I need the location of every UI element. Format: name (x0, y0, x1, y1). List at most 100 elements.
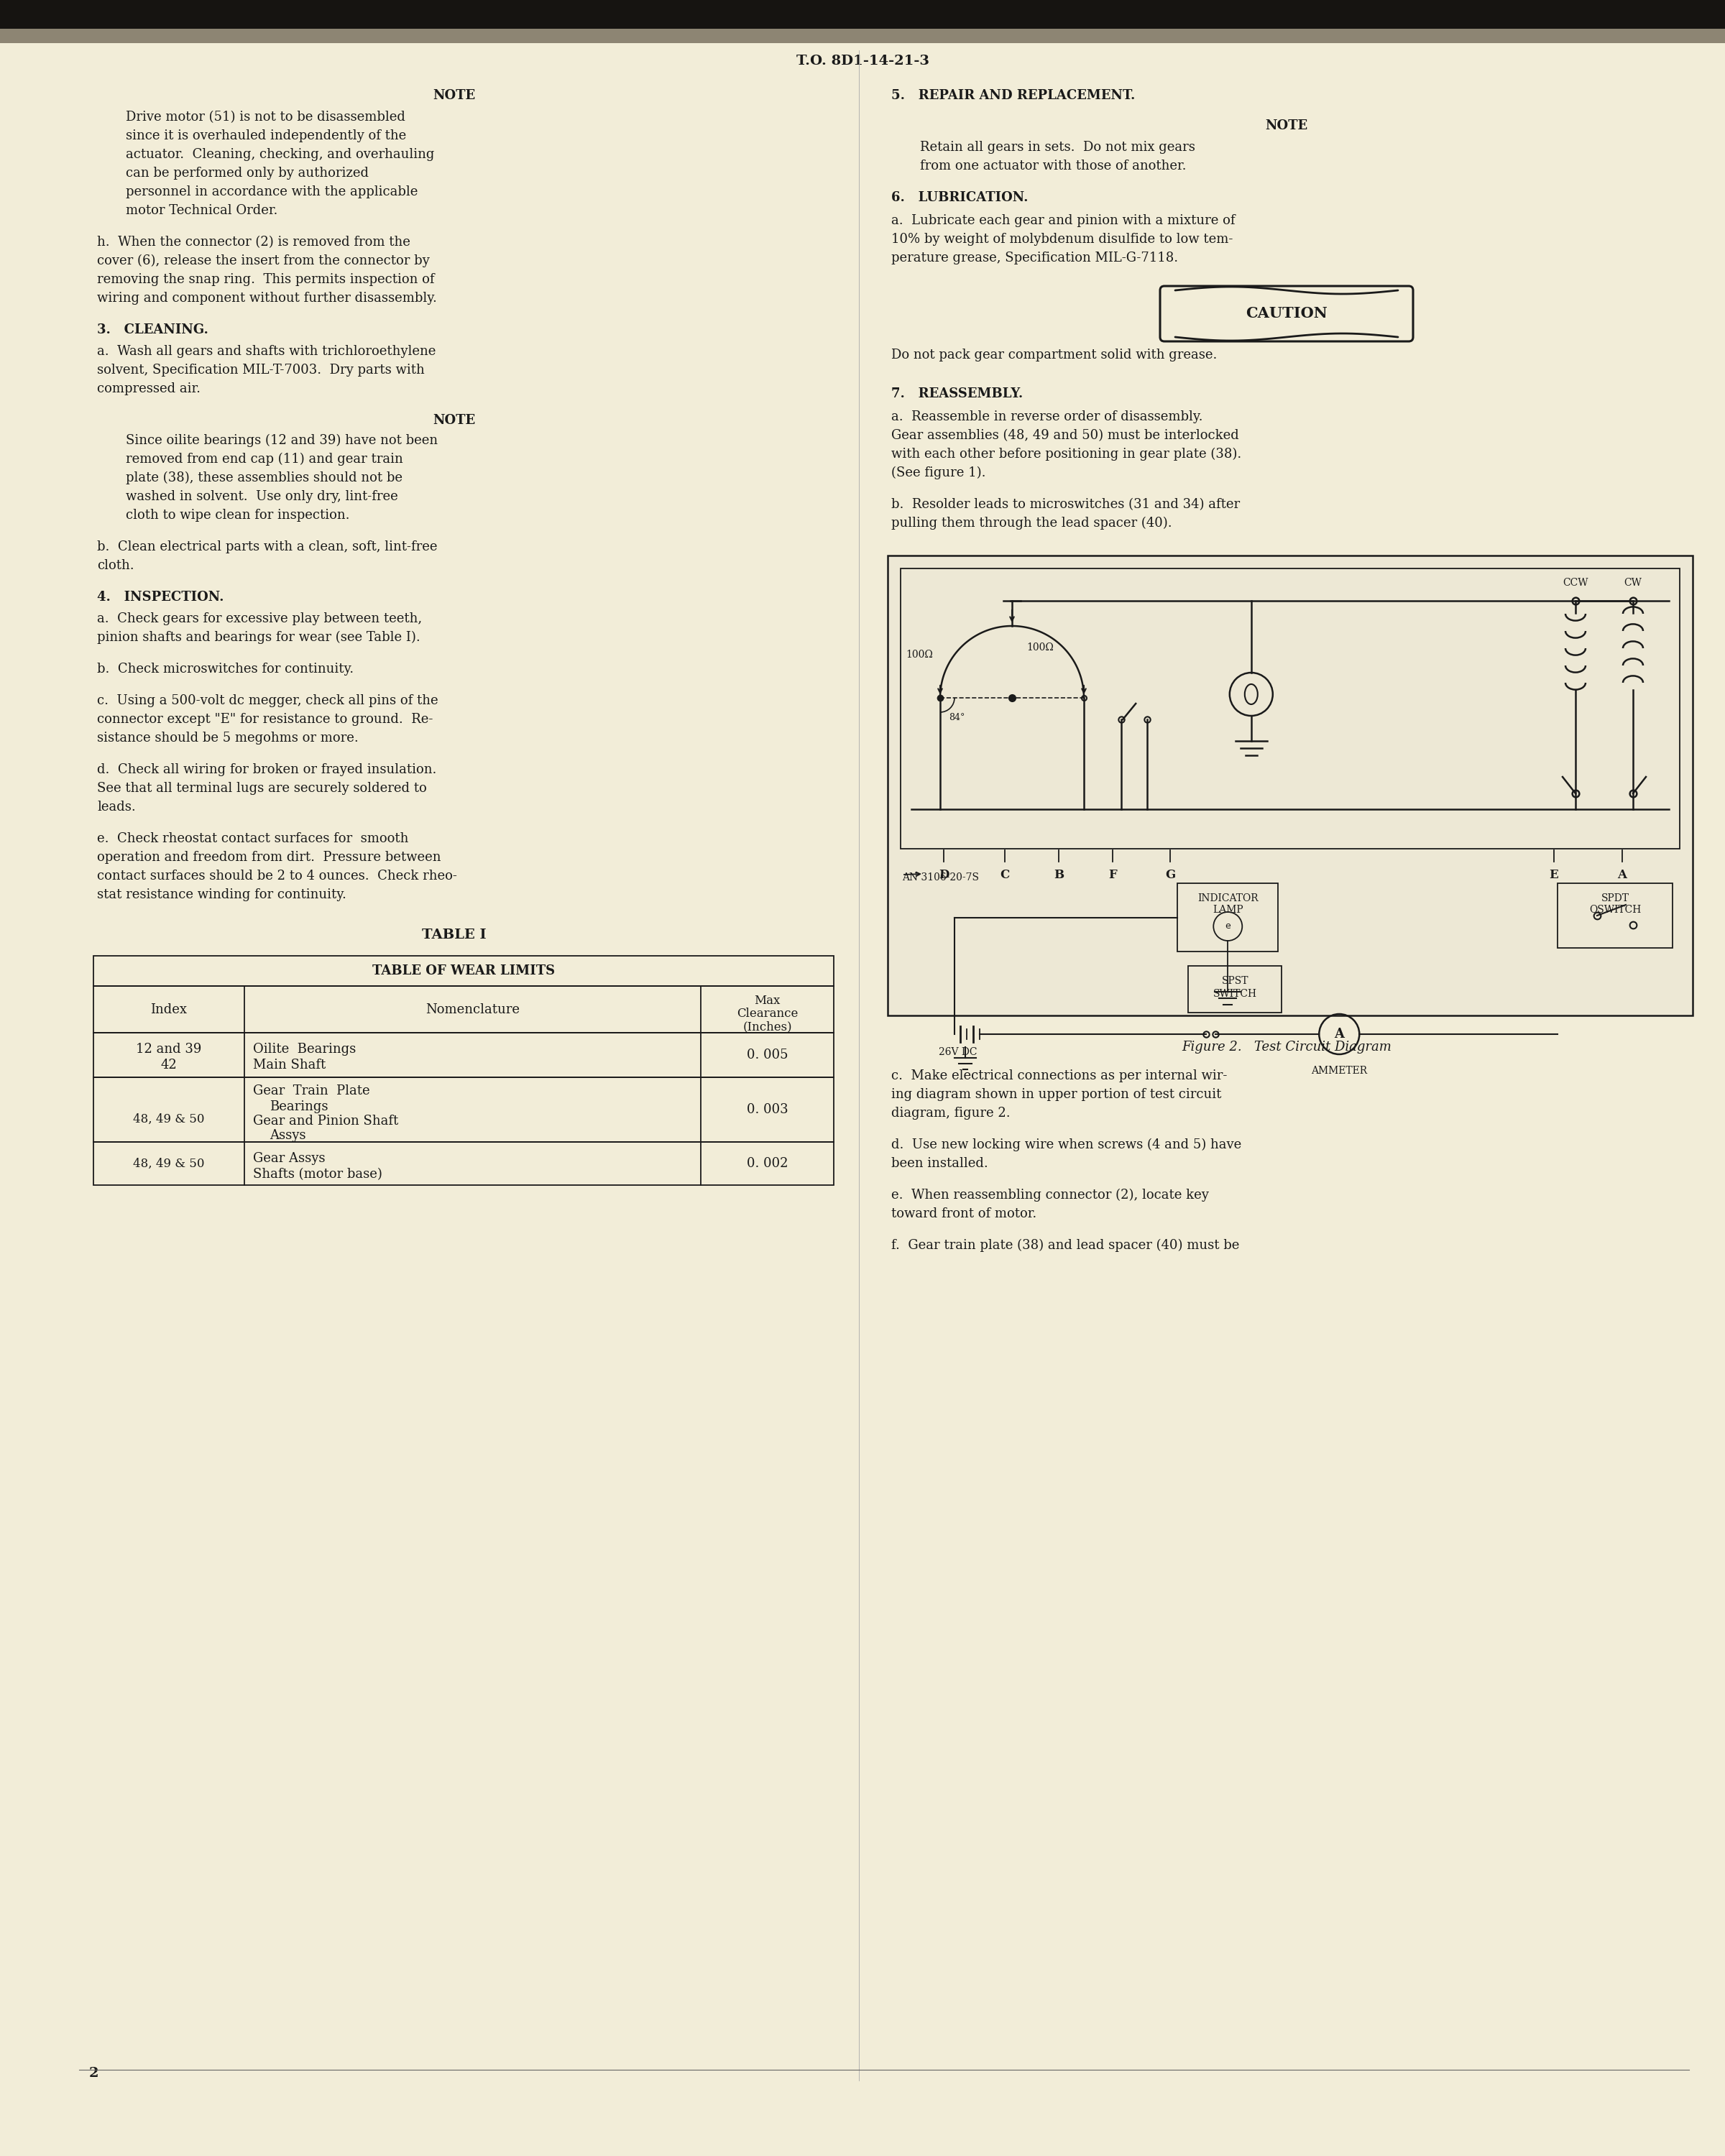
Text: 10% by weight of molybdenum disulfide to low tem-: 10% by weight of molybdenum disulfide to… (892, 233, 1233, 246)
Text: (See figure 1).: (See figure 1). (892, 466, 985, 479)
Text: stat resistance winding for continuity.: stat resistance winding for continuity. (97, 888, 347, 901)
Text: motor Technical Order.: motor Technical Order. (126, 205, 278, 218)
Text: d.  Check all wiring for broken or frayed insulation.: d. Check all wiring for broken or frayed… (97, 763, 436, 776)
Text: 0. 002: 0. 002 (747, 1158, 788, 1171)
Text: INDICATOR: INDICATOR (1197, 893, 1258, 903)
Text: 3.   CLEANING.: 3. CLEANING. (97, 323, 209, 336)
Text: pinion shafts and bearings for wear (see Table I).: pinion shafts and bearings for wear (see… (97, 632, 421, 645)
Text: pulling them through the lead spacer (40).: pulling them through the lead spacer (40… (892, 517, 1171, 530)
Text: Since oilite bearings (12 and 39) have not been: Since oilite bearings (12 and 39) have n… (126, 433, 438, 446)
Text: f.  Gear train plate (38) and lead spacer (40) must be: f. Gear train plate (38) and lead spacer… (892, 1240, 1239, 1253)
Text: (Inches): (Inches) (742, 1020, 792, 1033)
Text: ing diagram shown in upper portion of test circuit: ing diagram shown in upper portion of te… (892, 1089, 1221, 1102)
Text: sistance should be 5 megohms or more.: sistance should be 5 megohms or more. (97, 731, 359, 744)
Text: SPST: SPST (1221, 977, 1249, 985)
Text: A: A (1333, 1028, 1344, 1041)
Text: wiring and component without further disassembly.: wiring and component without further dis… (97, 291, 436, 304)
Text: leads.: leads. (97, 800, 136, 813)
Text: TABLE OF WEAR LIMITS: TABLE OF WEAR LIMITS (373, 964, 555, 977)
Text: b.  Check microswitches for continuity.: b. Check microswitches for continuity. (97, 662, 354, 675)
Text: 2: 2 (88, 2068, 98, 2081)
Text: 100Ω: 100Ω (906, 649, 933, 660)
Text: 12 and 39: 12 and 39 (136, 1044, 202, 1056)
Text: b.  Clean electrical parts with a clean, soft, lint-free: b. Clean electrical parts with a clean, … (97, 541, 438, 554)
Text: cloth.: cloth. (97, 558, 135, 571)
Text: Index: Index (150, 1003, 188, 1015)
Text: compressed air.: compressed air. (97, 382, 200, 395)
Text: 48, 49 & 50: 48, 49 & 50 (133, 1112, 205, 1125)
Text: washed in solvent.  Use only dry, lint-free: washed in solvent. Use only dry, lint-fr… (126, 489, 398, 502)
Bar (93, 1078, 833, 1143)
Text: NOTE: NOTE (433, 88, 476, 101)
Text: d.  Use new locking wire when screws (4 and 5) have: d. Use new locking wire when screws (4 a… (892, 1138, 1242, 1151)
Bar (1178, 884, 1278, 951)
Text: 4.   INSPECTION.: 4. INSPECTION. (97, 591, 224, 604)
Text: c.  Using a 500-volt dc megger, check all pins of the: c. Using a 500-volt dc megger, check all… (97, 694, 438, 707)
Text: solvent, Specification MIL-T-7003.  Dry parts with: solvent, Specification MIL-T-7003. Dry p… (97, 364, 424, 377)
Text: NOTE: NOTE (433, 414, 476, 427)
Text: Assys: Assys (269, 1130, 305, 1143)
Text: cover (6), release the insert from the connector by: cover (6), release the insert from the c… (97, 254, 430, 267)
Text: LAMP: LAMP (1213, 906, 1244, 914)
Text: toward front of motor.: toward front of motor. (892, 1207, 1037, 1220)
Bar (900, 569, 1680, 849)
Text: a.  Reassemble in reverse order of disassembly.: a. Reassemble in reverse order of disass… (892, 410, 1202, 423)
Text: a.  Lubricate each gear and pinion with a mixture of: a. Lubricate each gear and pinion with a… (892, 213, 1235, 226)
Text: removed from end cap (11) and gear train: removed from end cap (11) and gear train (126, 453, 404, 466)
Text: plate (38), these assemblies should not be: plate (38), these assemblies should not … (126, 472, 402, 485)
Text: operation and freedom from dirt.  Pressure between: operation and freedom from dirt. Pressur… (97, 852, 442, 865)
Text: D: D (938, 869, 949, 882)
Text: B: B (1054, 869, 1064, 882)
Text: SPDT: SPDT (1601, 893, 1628, 903)
Text: with each other before positioning in gear plate (38).: with each other before positioning in ge… (892, 448, 1242, 461)
Text: 48, 49 & 50: 48, 49 & 50 (133, 1158, 205, 1169)
Text: 0. 005: 0. 005 (747, 1048, 788, 1061)
Text: Clearance: Clearance (737, 1007, 799, 1020)
Text: CW: CW (1623, 578, 1642, 589)
Text: contact surfaces should be 2 to 4 ounces.  Check rheo-: contact surfaces should be 2 to 4 ounces… (97, 869, 457, 882)
Text: 42: 42 (160, 1059, 178, 1072)
Text: Shafts (motor base): Shafts (motor base) (254, 1169, 383, 1181)
Text: perature grease, Specification MIL-G-7118.: perature grease, Specification MIL-G-711… (892, 252, 1178, 265)
Bar (1558, 884, 1673, 949)
Text: Gear assemblies (48, 49 and 50) must be interlocked: Gear assemblies (48, 49 and 50) must be … (892, 429, 1239, 442)
Text: diagram, figure 2.: diagram, figure 2. (892, 1106, 1011, 1119)
Text: 100Ω: 100Ω (1026, 642, 1054, 653)
Text: Retain all gears in sets.  Do not mix gears: Retain all gears in sets. Do not mix gea… (919, 140, 1195, 153)
FancyBboxPatch shape (1161, 287, 1413, 341)
Text: cloth to wipe clean for inspection.: cloth to wipe clean for inspection. (126, 509, 350, 522)
Text: c.  Make electrical connections as per internal wir-: c. Make electrical connections as per in… (892, 1069, 1226, 1082)
Text: SWITCH: SWITCH (1213, 990, 1258, 998)
Text: from one actuator with those of another.: from one actuator with those of another. (919, 160, 1187, 172)
Text: AN 3106-20-7S: AN 3106-20-7S (902, 873, 980, 882)
Text: can be performed only by authorized: can be performed only by authorized (126, 166, 369, 179)
Text: Oilite  Bearings: Oilite Bearings (254, 1044, 355, 1056)
Bar (93, 1033, 833, 1078)
Text: Nomenclature: Nomenclature (426, 1003, 519, 1015)
Text: a.  Wash all gears and shafts with trichloroethylene: a. Wash all gears and shafts with trichl… (97, 345, 436, 358)
Text: CCW: CCW (1563, 578, 1589, 589)
Bar (0, 28, 1725, 43)
Text: 7.   REASSEMBLY.: 7. REASSEMBLY. (892, 388, 1023, 401)
Text: TABLE I: TABLE I (423, 929, 486, 942)
Text: been installed.: been installed. (892, 1158, 988, 1171)
Bar (93, 955, 833, 985)
Text: actuator.  Cleaning, checking, and overhauling: actuator. Cleaning, checking, and overha… (126, 149, 435, 162)
Text: Main Shaft: Main Shaft (254, 1059, 326, 1072)
Text: e.  Check rheostat contact surfaces for  smooth: e. Check rheostat contact surfaces for s… (97, 832, 409, 845)
Text: F: F (1109, 869, 1116, 882)
Text: Do not pack gear compartment solid with grease.: Do not pack gear compartment solid with … (892, 349, 1218, 362)
Text: Gear  Train  Plate: Gear Train Plate (254, 1084, 369, 1097)
Text: a.  Check gears for excessive play between teeth,: a. Check gears for excessive play betwee… (97, 612, 423, 625)
Bar (888, 556, 1692, 1015)
Text: 26V DC: 26V DC (938, 1048, 978, 1056)
Text: Max: Max (754, 994, 780, 1007)
Text: h.  When the connector (2) is removed from the: h. When the connector (2) is removed fro… (97, 235, 411, 248)
Text: CAUTION: CAUTION (1245, 306, 1328, 321)
Text: Bearings: Bearings (269, 1100, 328, 1112)
Text: NOTE: NOTE (1266, 119, 1308, 132)
Bar (0, 0, 1725, 28)
Bar (93, 985, 833, 1033)
Text: Drive motor (51) is not to be disassembled: Drive motor (51) is not to be disassembl… (126, 110, 405, 123)
Text: 5.   REPAIR AND REPLACEMENT.: 5. REPAIR AND REPLACEMENT. (892, 88, 1135, 101)
